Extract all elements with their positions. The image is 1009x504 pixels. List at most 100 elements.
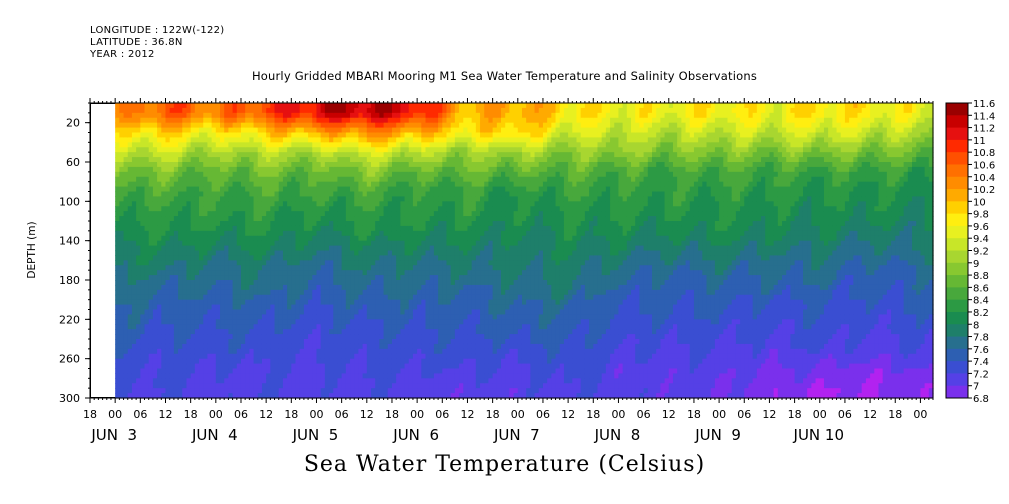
- heatmap-cell: [270, 182, 275, 188]
- heatmap-cell: [296, 339, 301, 345]
- heatmap-cell: [367, 157, 372, 163]
- heatmap-cell: [409, 147, 414, 153]
- heatmap-cell: [337, 265, 342, 271]
- heatmap-cell: [325, 270, 330, 276]
- heatmap-cell: [275, 324, 280, 330]
- heatmap-cell: [325, 133, 330, 139]
- heatmap-cell: [358, 260, 363, 266]
- heatmap-cell: [316, 373, 321, 379]
- heatmap-cell: [199, 378, 204, 384]
- heatmap-cell: [367, 128, 372, 134]
- heatmap-cell: [224, 192, 229, 198]
- heatmap-cell: [132, 206, 137, 212]
- heatmap-cell: [296, 182, 301, 188]
- heatmap-cell: [174, 231, 179, 237]
- heatmap-cell: [446, 251, 451, 257]
- heatmap-cell: [182, 314, 187, 320]
- heatmap-cell: [186, 251, 191, 257]
- heatmap-cell: [350, 270, 355, 276]
- heatmap-cell: [237, 388, 242, 394]
- heatmap-cell: [153, 349, 158, 355]
- heatmap-cell: [136, 319, 141, 325]
- heatmap-cell: [174, 300, 179, 306]
- heatmap-cell: [249, 231, 254, 237]
- heatmap-cell: [304, 206, 309, 212]
- heatmap-cell: [119, 137, 124, 143]
- heatmap-cell: [316, 265, 321, 271]
- heatmap-cell: [270, 113, 275, 119]
- heatmap-cell: [417, 133, 422, 139]
- heatmap-cell: [262, 280, 267, 286]
- heatmap-cell: [270, 157, 275, 163]
- heatmap-cell: [136, 349, 141, 355]
- heatmap-cell: [371, 295, 376, 301]
- heatmap-cell: [220, 300, 225, 306]
- heatmap-cell: [224, 319, 229, 325]
- heatmap-cell: [157, 216, 162, 222]
- heatmap-cell: [153, 300, 158, 306]
- heatmap-cell: [291, 182, 296, 188]
- heatmap-cell: [165, 319, 170, 325]
- heatmap-cell: [405, 137, 410, 143]
- heatmap-cell: [228, 133, 233, 139]
- heatmap-cell: [279, 192, 284, 198]
- heatmap-cell: [254, 305, 259, 311]
- heatmap-cell: [279, 221, 284, 227]
- heatmap-cell: [124, 206, 129, 212]
- heatmap-cell: [333, 246, 338, 252]
- heatmap-cell: [300, 329, 305, 335]
- heatmap-cell: [145, 324, 150, 330]
- heatmap-cell: [241, 260, 246, 266]
- heatmap-cell: [283, 364, 288, 370]
- heatmap-cell: [258, 206, 263, 212]
- heatmap-cell: [249, 265, 254, 271]
- heatmap-cell: [430, 265, 435, 271]
- heatmap-cell: [291, 157, 296, 163]
- heatmap-cell: [300, 344, 305, 350]
- heatmap-cell: [212, 373, 217, 379]
- heatmap-cell: [145, 344, 150, 350]
- heatmap-cell: [279, 216, 284, 222]
- heatmap-cell: [400, 260, 405, 266]
- heatmap-cell: [300, 383, 305, 389]
- heatmap-cell: [354, 236, 359, 242]
- heatmap-cell: [396, 339, 401, 345]
- heatmap-cell: [400, 255, 405, 261]
- heatmap-cell: [182, 142, 187, 148]
- heatmap-cell: [161, 167, 166, 173]
- heatmap-cell: [241, 300, 246, 306]
- heatmap-cell: [161, 388, 166, 394]
- heatmap-cell: [371, 192, 376, 198]
- heatmap-cell: [451, 172, 456, 178]
- heatmap-cell: [350, 295, 355, 301]
- heatmap-cell: [300, 369, 305, 375]
- heatmap-cell: [216, 192, 221, 198]
- heatmap-cell: [186, 373, 191, 379]
- heatmap-cell: [434, 383, 439, 389]
- heatmap-cell: [203, 344, 208, 350]
- heatmap-cell: [153, 201, 158, 207]
- heatmap-cell: [241, 206, 246, 212]
- heatmap-cell: [165, 383, 170, 389]
- heatmap-cell: [438, 339, 443, 345]
- heatmap-cell: [455, 280, 460, 286]
- heatmap-cell: [228, 344, 233, 350]
- heatmap-cell: [363, 265, 368, 271]
- heatmap-cell: [342, 182, 347, 188]
- heatmap-cell: [329, 182, 334, 188]
- heatmap-cell: [333, 290, 338, 296]
- heatmap-cell: [304, 334, 309, 340]
- heatmap-cell: [350, 300, 355, 306]
- heatmap-cell: [438, 354, 443, 360]
- heatmap-cell: [384, 369, 389, 375]
- heatmap-cell: [212, 211, 217, 217]
- heatmap-cell: [128, 334, 133, 340]
- heatmap-cell: [220, 103, 225, 109]
- heatmap-cell: [426, 388, 431, 394]
- heatmap-cell: [350, 364, 355, 370]
- heatmap-cell: [262, 192, 267, 198]
- heatmap-cell: [266, 182, 271, 188]
- heatmap-cell: [384, 167, 389, 173]
- heatmap-cell: [212, 383, 217, 389]
- heatmap-cell: [409, 157, 414, 163]
